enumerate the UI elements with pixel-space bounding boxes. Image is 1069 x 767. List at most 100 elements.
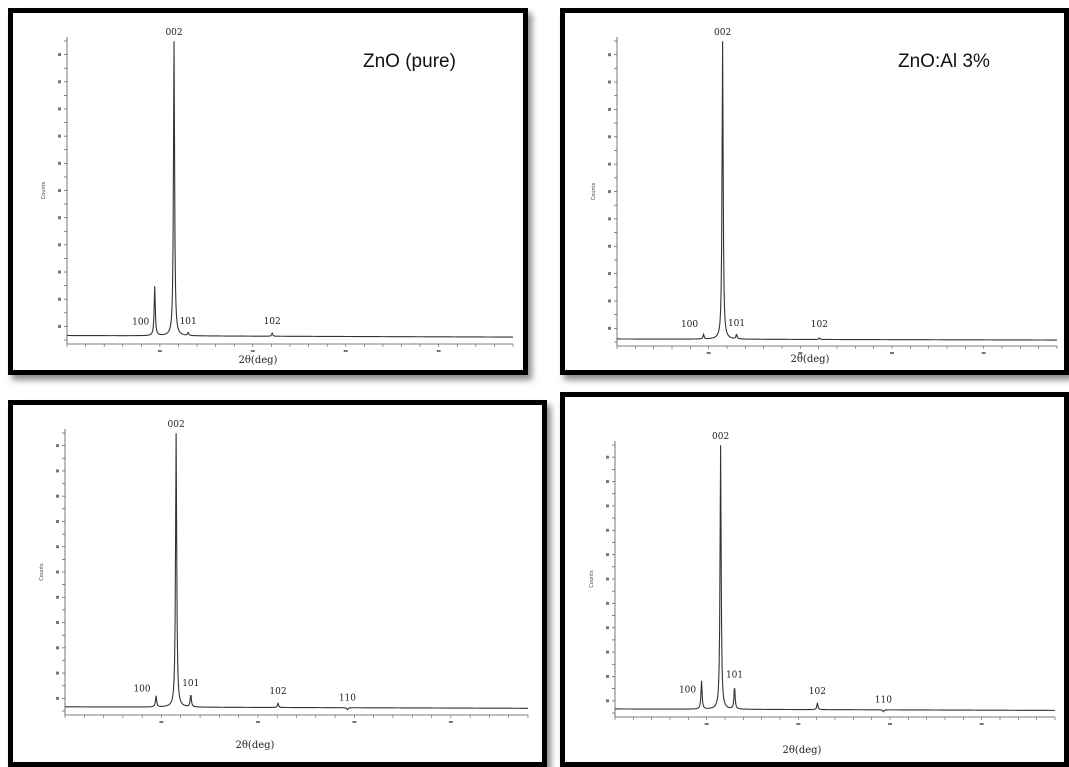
y-tick-label xyxy=(58,189,61,192)
xrd-spectrum-line xyxy=(65,433,528,711)
x-tick-label xyxy=(157,350,162,352)
x-tick-label xyxy=(704,723,709,725)
y-tick-label xyxy=(608,244,611,248)
x-tick-label xyxy=(448,721,453,723)
y-tick-label xyxy=(606,455,609,459)
y-tick-label xyxy=(56,469,59,473)
x-tick-label xyxy=(343,350,348,352)
y-tick-label xyxy=(58,270,61,274)
y-tick-label xyxy=(608,190,611,193)
y-tick-label xyxy=(606,504,609,508)
x-axis-label: 2θ(deg) xyxy=(236,740,275,751)
xrd-spectrum-line xyxy=(615,445,1056,713)
y-tick-label xyxy=(58,161,61,165)
peak-label-102: 102 xyxy=(811,320,828,330)
y-tick-label xyxy=(58,216,61,220)
peak-label-100: 100 xyxy=(681,320,698,330)
y-tick-label xyxy=(608,135,611,139)
x-axis-label: 2θ(deg) xyxy=(791,354,830,365)
y-tick-label xyxy=(606,528,609,532)
peak-label-101: 101 xyxy=(182,679,199,689)
x-tick-label xyxy=(255,721,260,723)
peak-label-102: 102 xyxy=(264,317,281,327)
x-tick-label xyxy=(888,723,892,725)
xrd-panel-sample-3: Counts 2θ(deg) 100 002 101 102 110 xyxy=(8,400,547,767)
xrd-chart-svg: Counts 2θ(deg) 100 002 101 102 110 xyxy=(39,420,529,751)
peak-label-002: 002 xyxy=(714,28,731,38)
y-tick-label xyxy=(58,297,61,301)
y-tick-label xyxy=(58,243,61,247)
x-tick-label xyxy=(706,352,711,354)
sample-label: ZnO:Al 3% xyxy=(898,51,990,72)
xrd-spectrum-line xyxy=(67,41,513,338)
y-tick-label xyxy=(56,696,59,700)
y-tick-label xyxy=(58,134,61,138)
peak-label-101: 101 xyxy=(728,319,745,329)
peak-label-100: 100 xyxy=(679,685,696,695)
peak-label-110: 110 xyxy=(875,696,892,706)
xrd-panel-zno-pure: Counts 2θ(deg) 100 002 101 102 ZnO (pure) xyxy=(8,8,528,375)
y-tick-label xyxy=(56,519,59,523)
x-tick-label xyxy=(250,350,255,352)
y-tick-label xyxy=(608,53,611,57)
x-tick-label xyxy=(981,352,986,354)
y-tick-label xyxy=(58,324,61,328)
xrd-spectrum-line xyxy=(617,41,1057,341)
y-tick-label xyxy=(606,650,609,654)
xrd-panel-sample-4: Counts 2θ(deg) 100 002 101 102 110 xyxy=(560,392,1069,767)
x-tick-label xyxy=(890,352,894,354)
y-tick-label xyxy=(56,570,59,574)
x-tick-label xyxy=(436,350,441,352)
y-tick-label xyxy=(56,444,59,448)
y-tick-label xyxy=(608,162,611,166)
x-axis-label: 2θ(deg) xyxy=(783,745,822,756)
y-tick-label xyxy=(56,545,59,549)
x-tick-label xyxy=(796,723,801,725)
y-tick-label xyxy=(606,626,609,630)
y-tick-label xyxy=(608,80,611,84)
y-tick-label xyxy=(606,577,609,581)
y-tick-label xyxy=(606,480,609,484)
peak-label-002: 002 xyxy=(165,28,182,38)
peak-label-100: 100 xyxy=(132,317,149,327)
y-axis-label: Counts xyxy=(591,182,597,200)
y-axis-label: Counts xyxy=(39,563,45,581)
y-tick-label xyxy=(608,272,611,276)
y-tick-label xyxy=(58,53,61,57)
y-tick-label xyxy=(56,671,59,675)
y-tick-label xyxy=(56,646,59,650)
xrd-panel-zno-al-3: Counts 2θ(deg) 100 002 101 102 ZnO:Al 3% xyxy=(560,8,1069,375)
x-tick-label xyxy=(798,352,803,354)
y-tick-label xyxy=(608,299,611,303)
y-tick-label xyxy=(606,674,609,678)
y-tick-label xyxy=(606,553,609,557)
y-tick-label xyxy=(606,699,609,703)
peak-label-102: 102 xyxy=(809,687,826,697)
y-tick-label xyxy=(608,326,611,330)
y-axis-label: Counts xyxy=(589,570,595,588)
peak-label-002: 002 xyxy=(168,420,185,430)
x-tick-label xyxy=(352,721,357,723)
peak-label-002: 002 xyxy=(712,432,729,442)
peak-label-101: 101 xyxy=(726,671,743,681)
y-tick-label xyxy=(606,601,609,605)
y-axis-label: Counts xyxy=(41,181,47,199)
xrd-chart-svg: Counts 2θ(deg) 100 002 101 102 xyxy=(591,28,1058,365)
xrd-chart-svg: Counts 2θ(deg) 100 002 101 102 110 xyxy=(589,432,1056,756)
peak-label-102: 102 xyxy=(269,687,286,697)
xrd-chart-svg: Counts 2θ(deg) 100 002 101 102 xyxy=(41,28,514,366)
y-tick-label xyxy=(608,217,611,221)
sample-label: ZnO (pure) xyxy=(363,51,456,72)
x-tick-label xyxy=(979,723,984,725)
peak-label-101: 101 xyxy=(180,317,197,327)
y-tick-label xyxy=(56,621,59,625)
peak-label-110: 110 xyxy=(339,694,356,704)
peak-label-100: 100 xyxy=(133,685,150,695)
y-tick-label xyxy=(58,107,61,111)
x-tick-label xyxy=(159,721,164,723)
y-tick-label xyxy=(608,107,611,111)
y-tick-label xyxy=(56,494,59,498)
x-axis-label: 2θ(deg) xyxy=(239,355,278,366)
y-tick-label xyxy=(58,80,61,84)
y-tick-label xyxy=(56,595,59,599)
